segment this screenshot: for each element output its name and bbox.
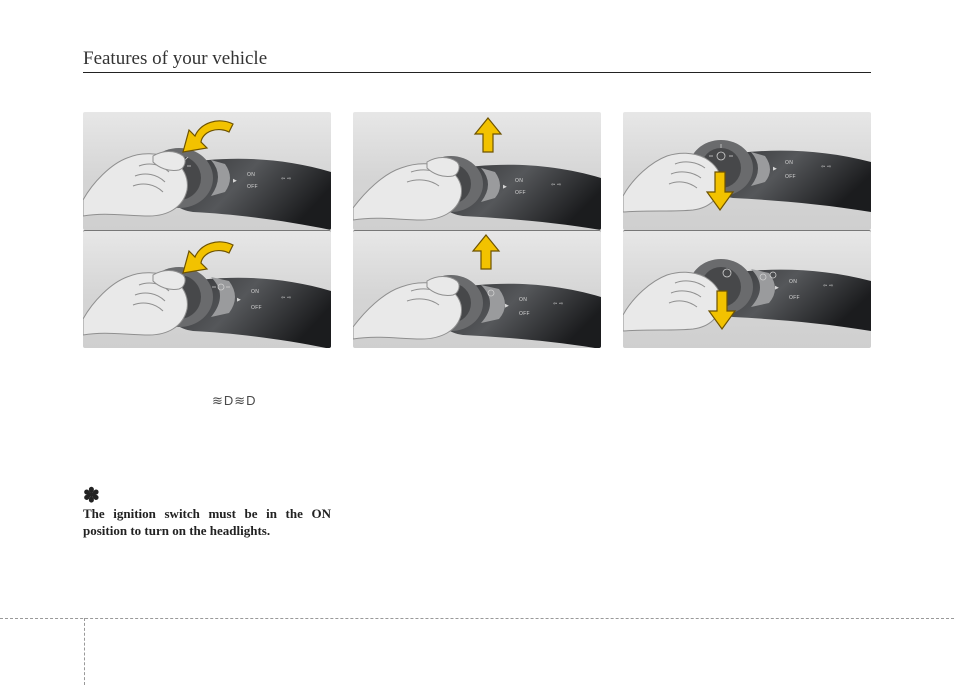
- notice-asterisk-icon: ✽: [83, 486, 331, 506]
- lever-illustration-icon: ON OFF ▶ ⇦ ⇨: [623, 112, 871, 230]
- figure-pair: ON OFF ▶ ⇦ ⇨: [623, 112, 871, 348]
- svg-text:⇦ ⇨: ⇦ ⇨: [281, 295, 292, 301]
- crop-guide-horizontal: [0, 618, 954, 619]
- foglight-icon-row: ≋D≋D: [212, 393, 257, 409]
- svg-text:ON: ON: [789, 279, 797, 285]
- svg-text:⇦ ⇨: ⇦ ⇨: [281, 176, 292, 182]
- figure-column: ON OFF ▶ ⇦ ⇨: [83, 112, 331, 348]
- figure: ON OFF ▶ ⇦ ⇨: [83, 230, 331, 348]
- svg-text:▶: ▶: [233, 178, 237, 184]
- figure: ON OFF ▶ ⇦ ⇨: [623, 112, 871, 230]
- svg-text:ON: ON: [247, 172, 255, 178]
- down-arrow-icon: [705, 287, 739, 331]
- rotate-arrow-icon: [175, 118, 243, 162]
- svg-text:▶: ▶: [503, 184, 507, 190]
- svg-text:ON: ON: [251, 289, 259, 295]
- svg-text:⇦ ⇨: ⇦ ⇨: [823, 283, 834, 289]
- lever-illustration-icon: ON OFF ▶ ⇦ ⇨: [623, 231, 871, 348]
- figure-column: ON OFF ▶ ⇦ ⇨: [623, 112, 871, 348]
- svg-text:⇦ ⇨: ⇦ ⇨: [553, 301, 564, 307]
- svg-text:OFF: OFF: [789, 295, 800, 301]
- svg-text:▶: ▶: [773, 166, 777, 172]
- figure: ON OFF ▶ ⇦ ⇨: [83, 112, 331, 230]
- svg-text:▶: ▶: [775, 285, 779, 291]
- page: Features of your vehicle: [0, 0, 954, 685]
- page-title: Features of your vehicle: [83, 48, 267, 70]
- svg-text:ON: ON: [519, 297, 527, 303]
- figure-pair: ON OFF ▶ ⇦ ⇨: [83, 112, 331, 348]
- svg-text:ON: ON: [785, 160, 793, 166]
- svg-text:OFF: OFF: [515, 190, 526, 196]
- figure-column: ON OFF ▶ ⇦ ⇨: [353, 112, 601, 348]
- svg-text:OFF: OFF: [785, 174, 796, 180]
- svg-text:ON: ON: [515, 178, 523, 184]
- header-rule: [83, 72, 871, 73]
- svg-text:OFF: OFF: [247, 184, 258, 190]
- figure: ON OFF ▶ ⇦ ⇨: [353, 112, 601, 230]
- svg-text:⇦ ⇨: ⇦ ⇨: [551, 182, 562, 188]
- up-arrow-icon: [469, 233, 503, 273]
- svg-text:▶: ▶: [237, 297, 241, 303]
- crop-guide-vertical: [84, 618, 85, 685]
- figure-grid: ON OFF ▶ ⇦ ⇨: [83, 112, 871, 348]
- notice-text: The ignition switch must be in the ON po…: [83, 506, 331, 539]
- figure: ON OFF ▶ ⇦ ⇨: [623, 230, 871, 348]
- rotate-arrow-icon: [175, 239, 243, 283]
- svg-text:▶: ▶: [505, 303, 509, 309]
- figure: ON OFF ▶ ⇦ ⇨: [353, 230, 601, 348]
- svg-text:OFF: OFF: [519, 311, 530, 317]
- notice-block: ✽ The ignition switch must be in the ON …: [83, 486, 331, 539]
- svg-text:⇦ ⇨: ⇦ ⇨: [821, 164, 832, 170]
- down-arrow-icon: [703, 168, 737, 212]
- svg-text:OFF: OFF: [251, 305, 262, 311]
- up-arrow-icon: [471, 116, 505, 156]
- figure-pair: ON OFF ▶ ⇦ ⇨: [353, 112, 601, 348]
